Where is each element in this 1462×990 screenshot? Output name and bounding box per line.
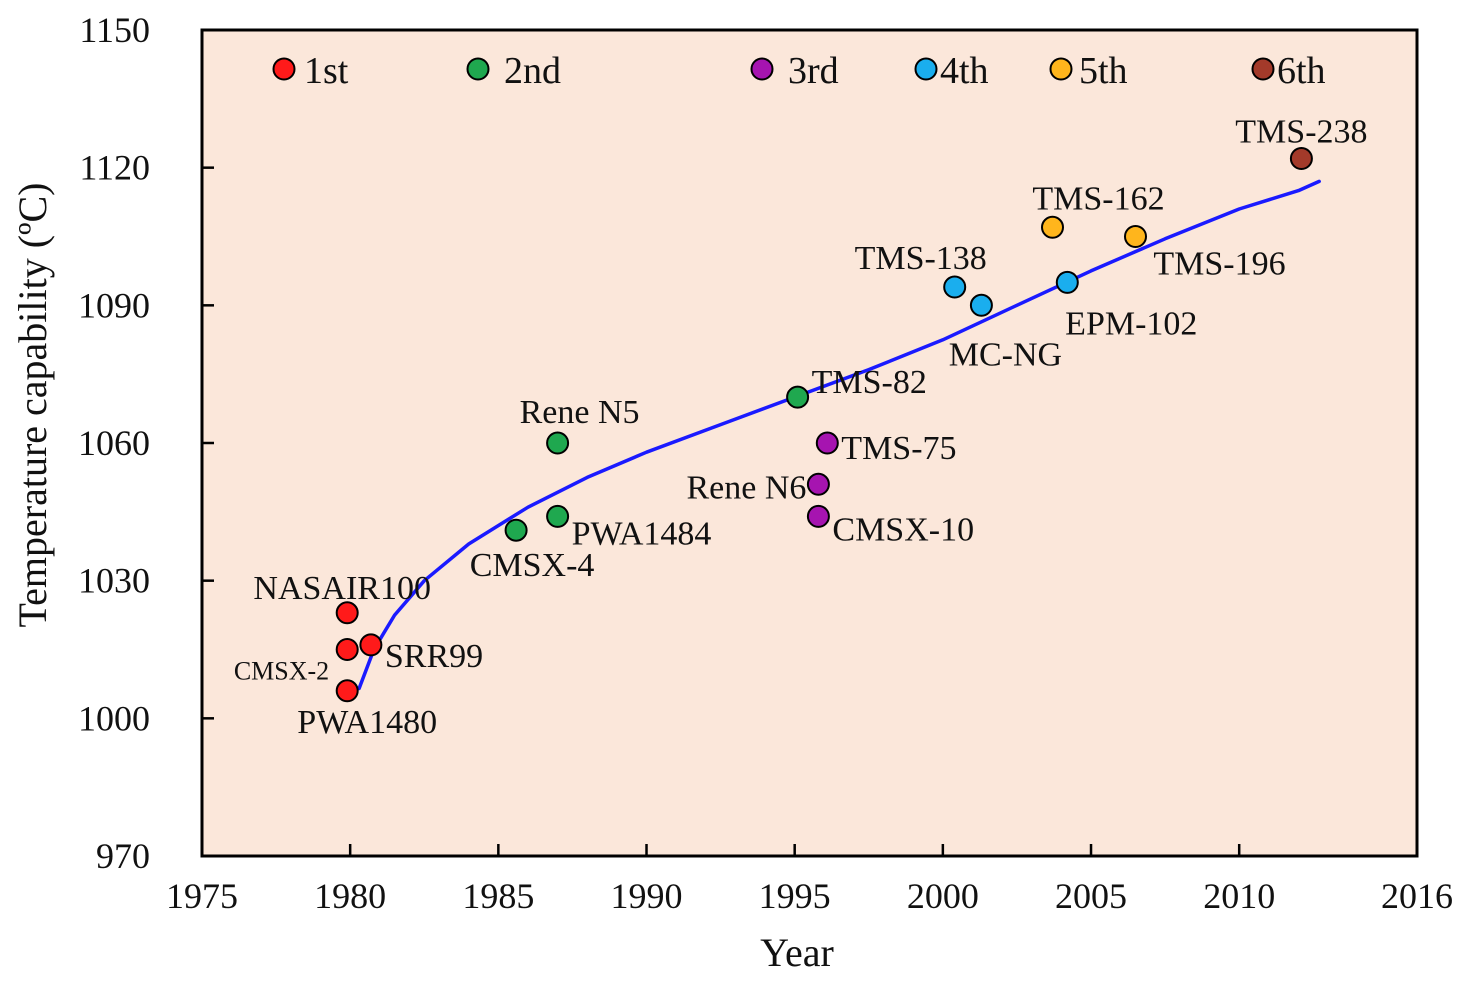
data-point-label: TMS-138 (855, 240, 987, 277)
data-point (546, 431, 570, 455)
x-tick-label: 2016 (1381, 876, 1453, 916)
trend-line (357, 179, 1321, 691)
data-point (1055, 270, 1079, 294)
data-point (815, 431, 839, 455)
data-point-label: NASAIR100 (253, 570, 431, 607)
x-tick-label: 2000 (907, 876, 979, 916)
data-point-label: TMS-196 (1153, 246, 1285, 283)
y-tick-label: 1060 (78, 423, 150, 463)
x-tick-label: 1995 (759, 876, 831, 916)
data-point (504, 518, 528, 542)
legend-layer: 1st 2nd 3rd 4th 5th 6th (272, 50, 1326, 92)
data-point-label: MC-NG (949, 336, 1062, 373)
legend-marker (1049, 57, 1073, 81)
data-point-label: CMSX-4 (470, 547, 595, 584)
legend-label: 3rd (788, 50, 839, 92)
data-point-label: TMS-238 (1235, 114, 1367, 151)
legend-label: 5th (1079, 50, 1128, 92)
data-point (1124, 225, 1147, 248)
data-point-label: Rene N5 (520, 394, 640, 431)
data-point-label: EPM-102 (1065, 305, 1197, 342)
legend-marker (466, 57, 490, 81)
y-tick-label: 1120 (79, 148, 150, 188)
data-point-label: SRR99 (385, 638, 483, 675)
x-axis-title: Year (760, 930, 834, 975)
x-tick-label: 1990 (611, 876, 683, 916)
legend-marker (1251, 57, 1275, 81)
y-tick-label: 970 (96, 836, 150, 876)
x-tick-label: 2010 (1203, 876, 1275, 916)
data-point (1041, 215, 1064, 239)
legend-marker (750, 57, 774, 81)
plot-area (200, 28, 1419, 858)
x-tick-label: 2005 (1055, 876, 1127, 916)
data-point (943, 275, 967, 299)
data-point (335, 601, 359, 625)
legend-marker (914, 57, 938, 81)
x-tick-label: 1980 (314, 876, 386, 916)
data-point (1289, 147, 1313, 170)
trend-layer (357, 179, 1321, 691)
data-point (969, 293, 993, 317)
data-point-label: CMSX-2 (234, 657, 329, 686)
legend-label: 4th (940, 50, 989, 92)
points-layer: NASAIR100 CMSX-2 SRR99 PWA1480 Rene N5 PWA148… (234, 114, 1368, 741)
y-tick-label: 1090 (78, 285, 150, 325)
y-axis-title: Temperature capability (ºC) (10, 183, 55, 628)
data-point-label: TMS-162 (1032, 180, 1164, 217)
data-point (359, 633, 383, 657)
x-tick-label: 1975 (166, 876, 238, 916)
data-point (335, 638, 359, 661)
data-point-label: PWA1480 (297, 704, 437, 741)
legend-label: 1st (304, 50, 349, 92)
data-point (546, 504, 570, 528)
data-point (335, 679, 359, 703)
data-point-label: Rene N6 (686, 469, 806, 506)
x-tick-label: 1985 (462, 876, 534, 916)
axes-layer: 1975 1980 1985 1990 1995 2000 2005 2010 2016 970 1… (78, 10, 1453, 916)
data-point (806, 504, 830, 528)
data-point-label: CMSX-10 (832, 511, 974, 548)
data-point-label: TMS-75 (841, 430, 956, 467)
legend-label: 6th (1277, 50, 1326, 92)
data-point-label: PWA1484 (572, 515, 712, 552)
legend-marker (272, 57, 296, 81)
legend-label: 2nd (504, 50, 561, 92)
data-point (786, 385, 810, 409)
y-tick-label: 1150 (79, 10, 150, 50)
data-point-label: TMS-82 (812, 364, 927, 401)
y-tick-label: 1000 (78, 698, 150, 738)
data-point (806, 472, 830, 496)
y-tick-label: 1030 (78, 561, 150, 601)
